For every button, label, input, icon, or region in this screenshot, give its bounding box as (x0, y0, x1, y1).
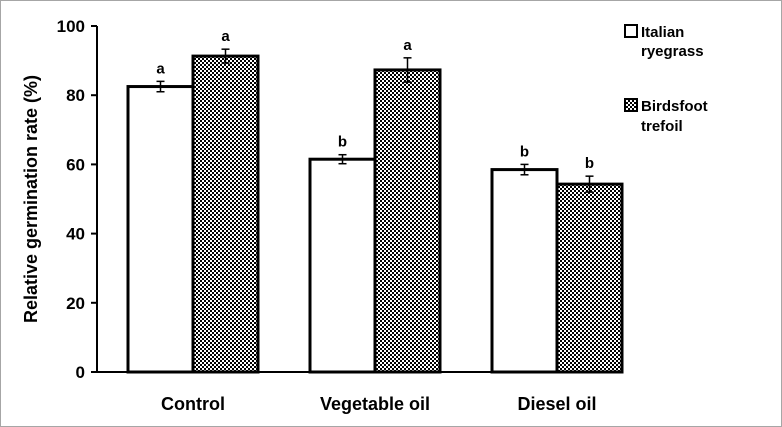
legend-label-line: Birdsfoot (641, 98, 708, 115)
x-category-label: Control (161, 394, 225, 414)
significance-label: a (156, 60, 165, 77)
significance-labels: a a b a b b (156, 28, 594, 172)
significance-label: b (585, 155, 594, 172)
y-tick-label: 100 (57, 17, 85, 36)
y-ticks: 0 20 40 60 80 100 (57, 17, 97, 382)
significance-label: a (221, 28, 230, 45)
legend-label-line: Italian (641, 24, 684, 41)
legend-label-line: trefoil (641, 118, 683, 135)
error-bars (156, 48, 594, 193)
y-tick-label: 20 (66, 294, 85, 313)
legend-swatch-birdsfoot-trefoil (624, 98, 638, 112)
significance-label: b (338, 134, 347, 151)
y-tick-label: 0 (76, 363, 85, 382)
x-category-label: Diesel oil (517, 394, 596, 414)
bar (191, 54, 260, 374)
legend: Italian ryegrass Birdsfoot trefoil (624, 24, 708, 135)
bar (490, 168, 559, 374)
y-tick-label: 80 (66, 86, 85, 105)
x-category-labels: Control Vegetable oil Diesel oil (161, 394, 597, 414)
x-category-label: Vegetable oil (320, 394, 430, 414)
y-axis-label: Relative germination rate (%) (21, 75, 41, 323)
legend-label-line: ryegrass (641, 43, 704, 60)
y-tick-label: 40 (66, 225, 85, 244)
bars (126, 54, 624, 374)
y-tick-label: 60 (66, 155, 85, 174)
bar (308, 157, 377, 374)
bar (373, 68, 442, 374)
legend-swatch-italian-ryegrass (624, 24, 638, 38)
significance-label: b (520, 143, 529, 160)
significance-label: a (403, 37, 412, 54)
bar (555, 182, 624, 374)
bar (126, 85, 195, 374)
